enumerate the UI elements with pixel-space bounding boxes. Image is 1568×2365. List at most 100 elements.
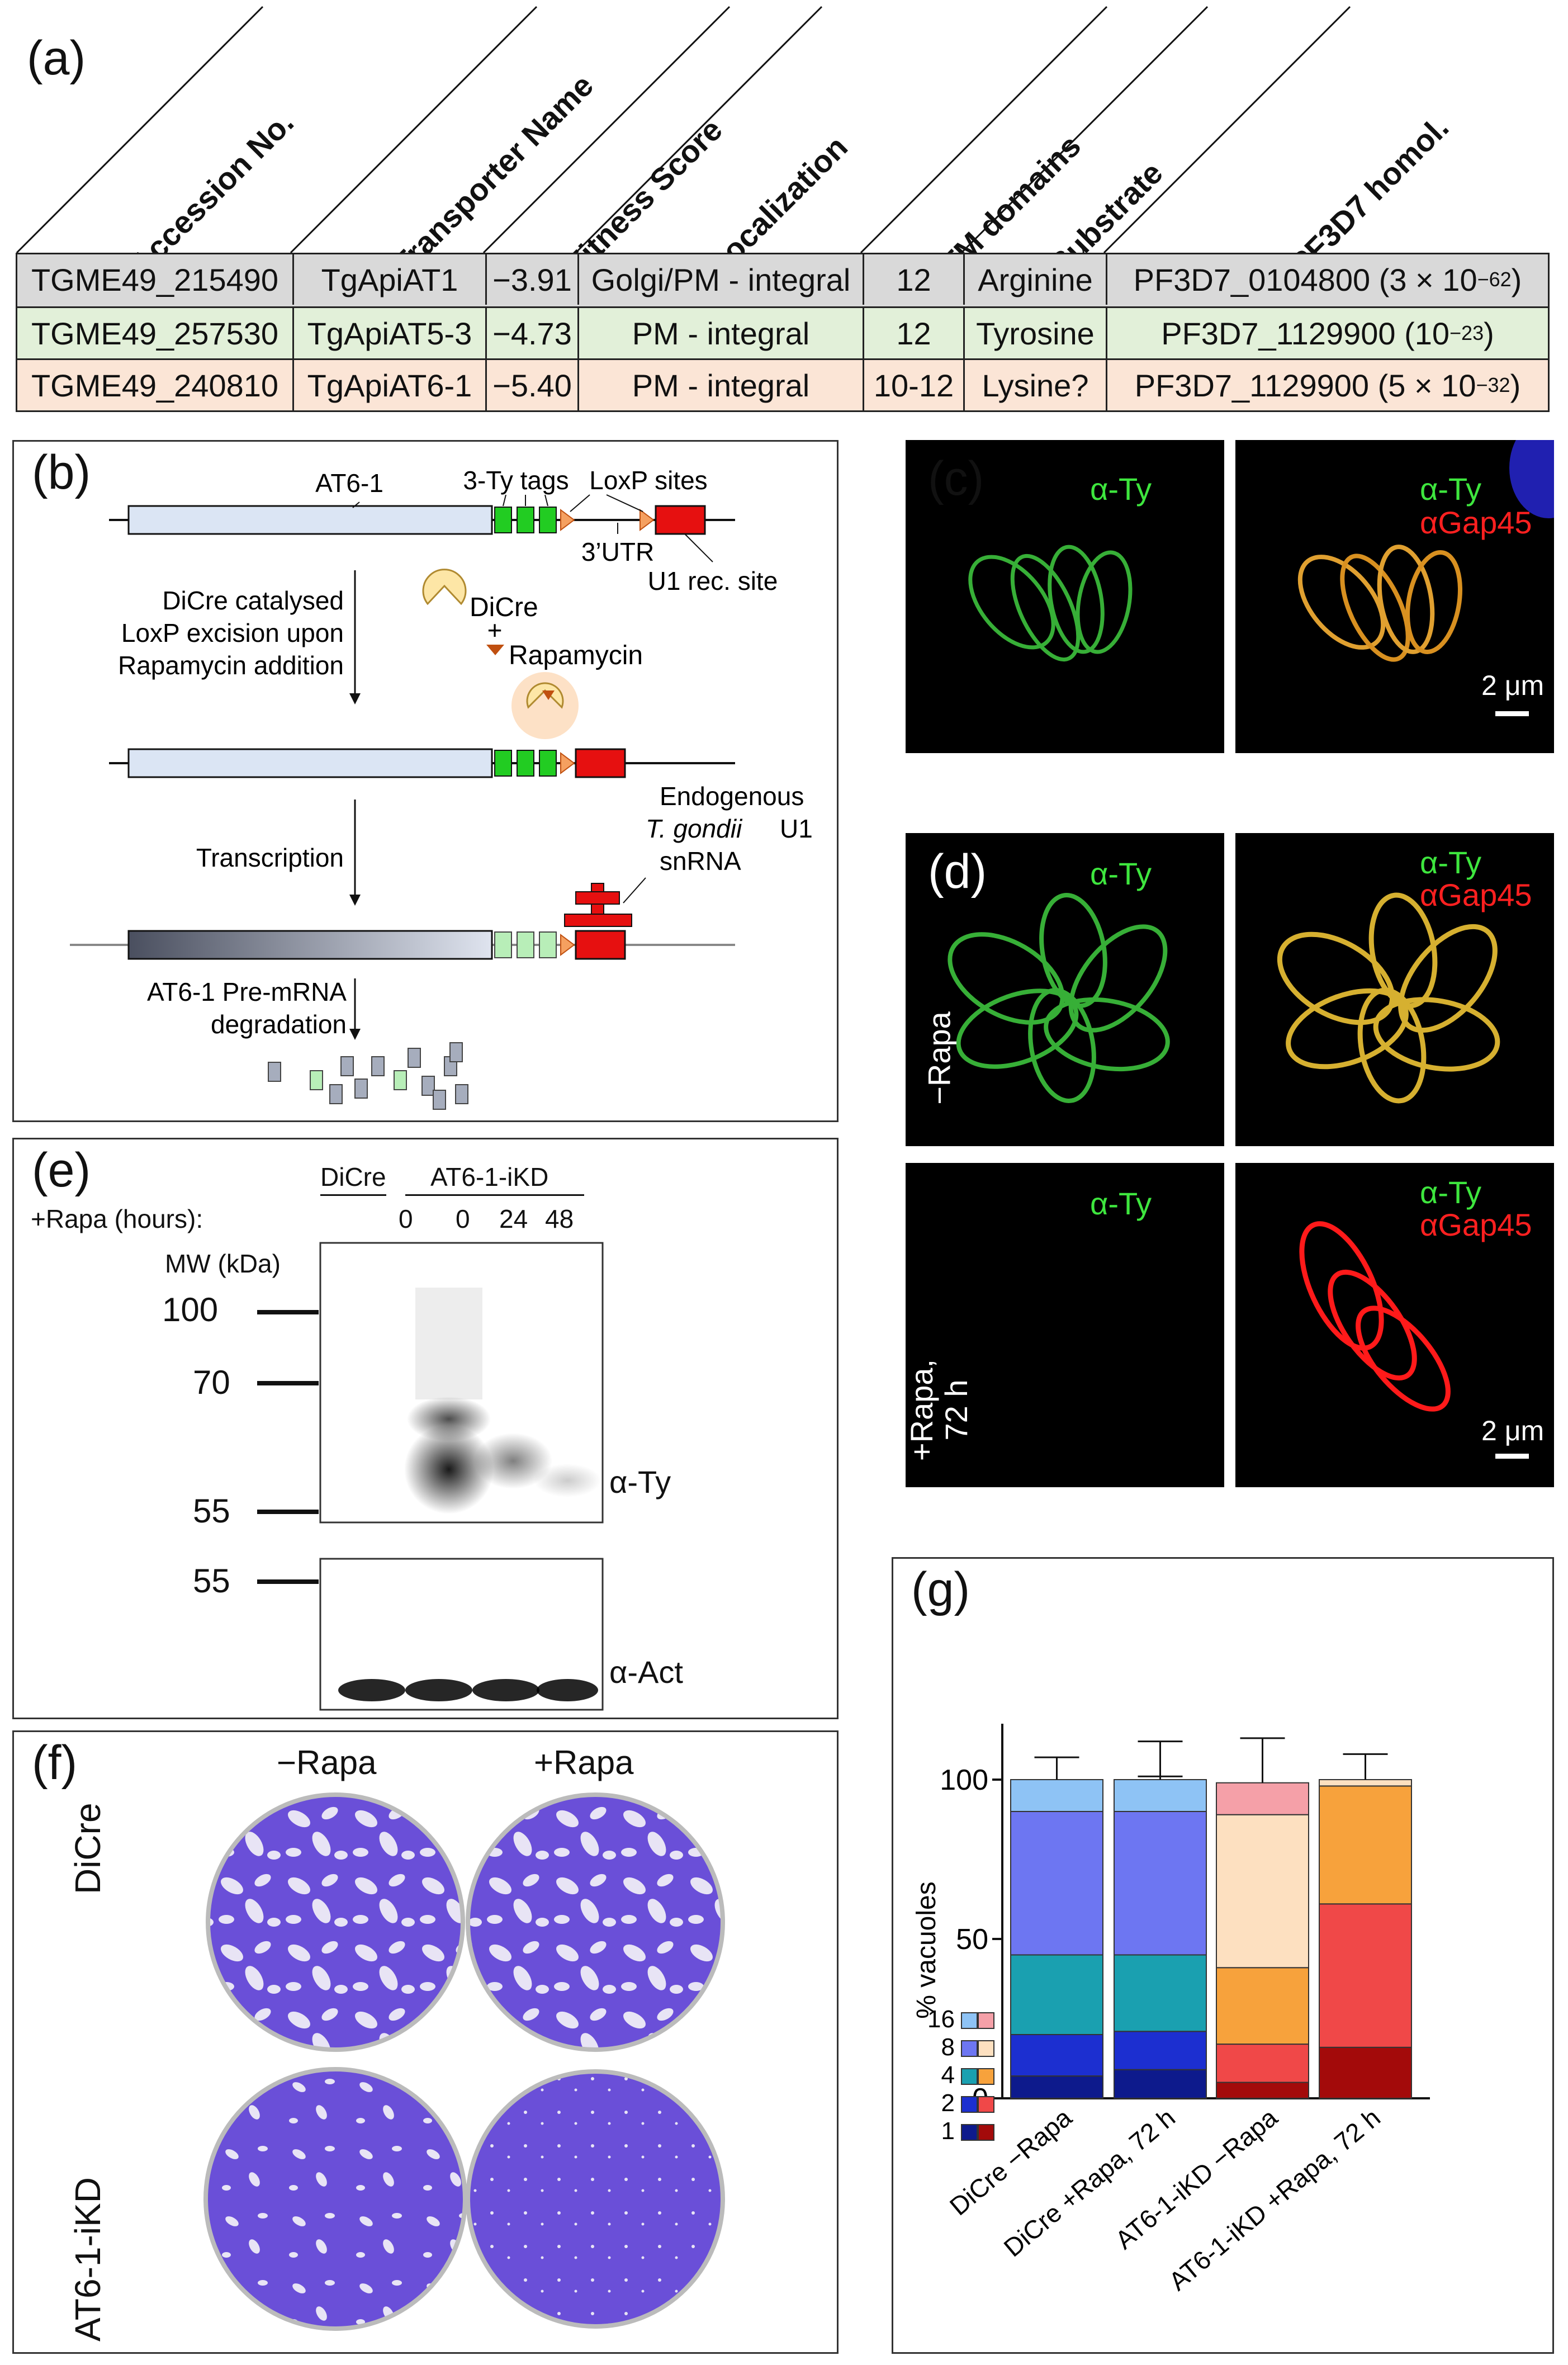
legend-swatch (961, 2068, 978, 2085)
lane-0-ikd: 0 (456, 1204, 470, 1233)
homolog-exp: −23 (1449, 321, 1484, 344)
homolog-close: ) (1510, 367, 1521, 403)
panel-f: (f) −Rapa +Rapa DiCre AT6-1-iKD (12, 1730, 839, 2354)
panel-label-g: (g) (911, 1563, 970, 1616)
label-aty: α-Ty (1090, 856, 1152, 891)
homolog-evalue: (3 × 10 (1378, 262, 1477, 297)
blot-membranes (319, 1242, 604, 1711)
ab-act-label: α-Act (609, 1654, 683, 1690)
homolog-close: ) (1484, 315, 1494, 351)
degraded-mrna-fragments (268, 1042, 468, 1110)
homolog-exp: −32 (1476, 373, 1510, 396)
svg-text:Rapamycin: Rapamycin (509, 641, 643, 670)
svg-text:LoxP sites: LoxP sites (589, 466, 707, 495)
label-minus-rapa: −Rapa (921, 1011, 957, 1105)
table-cell-localization: Golgi/PM - integral (577, 254, 863, 305)
legend-swatch (961, 2096, 978, 2113)
category-label: DiCre +Rapa, 72 h (998, 2103, 1181, 2263)
legend-swatch (978, 2124, 994, 2141)
homolog-close: ) (1511, 262, 1522, 297)
table-cell-accession: TGME49_240810 (31, 367, 279, 403)
bar-segment (1216, 2044, 1309, 2083)
bar-segment (1216, 1782, 1309, 1815)
ty-tag (494, 507, 512, 533)
legend-swatch (978, 2040, 994, 2057)
panel-label-e: (e) (32, 1143, 91, 1197)
marker-55-b: 55 (193, 1562, 230, 1600)
panel-b: (b) AT6-1 3-Ty tags LoxP sites 3’UTR U1 … (12, 440, 839, 1122)
y-tick-label: 100 (940, 1764, 988, 1796)
bar-segment (1319, 1903, 1412, 2048)
table-cell-name: TgApiAT5-3 (292, 308, 485, 358)
table-cell-homolog: PF3D7_1129900 (10 −23) (1106, 308, 1548, 358)
label-aty: α-Ty (1090, 1186, 1152, 1221)
dish-dicre-minus (206, 1792, 465, 2052)
legend-swatch (978, 2068, 994, 2085)
ty-tag (517, 507, 534, 533)
legend-label: 8 (941, 2033, 955, 2061)
table-cell-name: TgApiAT6-1 (292, 360, 485, 410)
bar-segment (1010, 1954, 1103, 2035)
legend-swatch (978, 2012, 994, 2029)
homolog-evalue: (5 × 10 (1377, 367, 1476, 403)
svg-text:+: + (487, 616, 503, 645)
table-cell-accession: TGME49_215490 (31, 262, 279, 297)
u1-snrna-icon (564, 883, 632, 927)
panel-a: (a) Accession No. Transporter Name Fitness… (0, 0, 1568, 425)
svg-text:3’UTR: 3’UTR (581, 537, 654, 566)
label-agap45: αGap45 (1420, 877, 1532, 912)
lane-0-dicre: 0 (399, 1204, 413, 1233)
bar-segment (1114, 2069, 1207, 2099)
table-cell-homolog: PF3D7_1129900 (5 × 10 −32) (1106, 360, 1548, 410)
table-row: TGME49_240810 TgApiAT6-1 −5.40 PM - integra… (17, 358, 1548, 410)
dish-ikd-minus (203, 2067, 467, 2331)
label-plus-rapa-line1: +Rapa, (906, 1359, 939, 1461)
svg-text:AT6-1: AT6-1 (315, 469, 383, 498)
lane-24-ikd: 24 (499, 1204, 528, 1233)
bar-segment (1114, 1779, 1207, 1812)
marker-55-b-tick (257, 1579, 319, 1584)
svg-text:DiCre: DiCre (470, 593, 538, 622)
table-cell-tm: 10-12 (863, 360, 963, 410)
micrograph-c-aty: (c) α-Ty (906, 440, 1224, 753)
bar-segment (1114, 2031, 1207, 2070)
legend-label: 2 (941, 2089, 955, 2117)
label-aty-merge: α-Ty (1420, 471, 1482, 507)
y-tick-label: 50 (956, 1923, 988, 1956)
svg-text:Rapamycin addition: Rapamycin addition (118, 651, 344, 680)
table-cell-fitness: −5.40 (485, 360, 577, 410)
scale-bar-label: 2 μm (1481, 670, 1545, 701)
label-aty-merge: α-Ty (1420, 1175, 1482, 1210)
gene-body (127, 505, 493, 535)
label-aty-merge: α-Ty (1420, 845, 1482, 880)
rapamycin-icon (486, 645, 504, 655)
plaque-dishes (203, 1792, 725, 2331)
label-aty: α-Ty (1090, 471, 1152, 507)
svg-text:snRNA: snRNA (660, 846, 741, 876)
dicre-rapamycin-complex (511, 672, 579, 739)
table-cell-tm: 12 (863, 308, 963, 358)
svg-text:T. gondii: T. gondii (646, 814, 743, 843)
label-agap45: αGap45 (1420, 505, 1532, 540)
legend-label: 1 (941, 2117, 955, 2145)
marker-100: 100 (162, 1291, 219, 1328)
bar-segment (1010, 1811, 1103, 1956)
svg-text:U1 rec. site: U1 rec. site (648, 566, 778, 595)
bar-segment (1319, 1785, 1412, 1905)
legend-swatch (961, 2040, 978, 2057)
micrograph-d-plus-merge: α-Ty αGap45 2 μm (1235, 1163, 1554, 1487)
homolog-id: PF3D7_1129900 (1134, 367, 1370, 403)
panel-c: (c) α-Ty α-Ty αGap45 2 μm (906, 440, 1554, 753)
legend-label: 4 (941, 2061, 955, 2089)
col-plus-rapa: +Rapa (534, 1744, 634, 1781)
ab-ty-label: α-Ty (609, 1464, 671, 1500)
loxp-site (639, 509, 655, 531)
bar-segment (1319, 2046, 1412, 2099)
homolog-id: PF3D7_1129900 (1161, 315, 1396, 351)
panel-label-d: (d) (928, 845, 987, 898)
svg-text:AT6-1 Pre-mRNA: AT6-1 Pre-mRNA (147, 977, 347, 1006)
ty-tag (539, 507, 557, 533)
lane-group-iKD: AT6-1-iKD (430, 1162, 549, 1191)
marker-55-tick (257, 1510, 319, 1514)
